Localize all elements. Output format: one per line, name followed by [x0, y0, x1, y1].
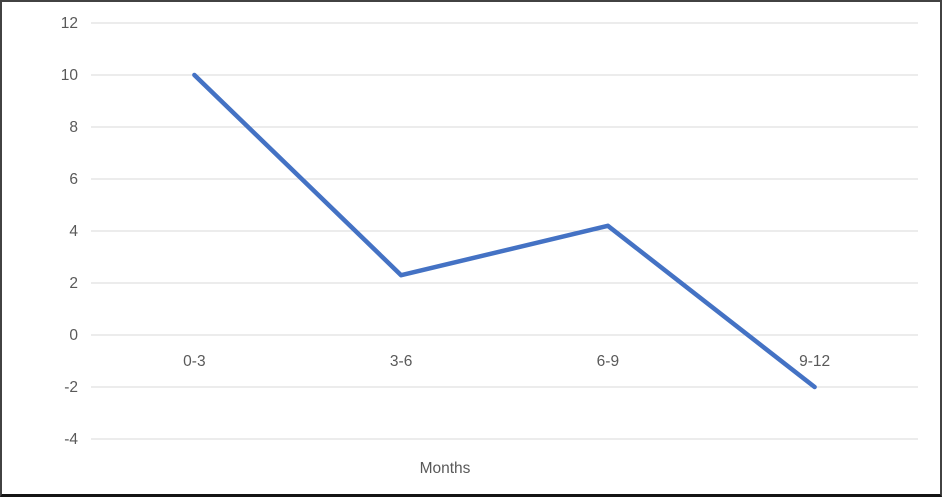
- y-tick-label: 8: [69, 119, 78, 136]
- x-tick-label: 0-3: [183, 353, 205, 370]
- y-axis-tick-labels: 12 10 8 6 4 2 0 -2 -4: [61, 15, 79, 448]
- x-tick-label: 6-9: [597, 353, 619, 370]
- y-tick-label: -4: [64, 431, 78, 448]
- y-tick-label: 6: [69, 171, 78, 188]
- y-tick-label: 2: [69, 275, 78, 292]
- y-tick-label: 4: [69, 223, 78, 240]
- gridlines: [91, 22, 918, 440]
- y-tick-label: 12: [61, 15, 78, 32]
- data-line-series: [192, 72, 817, 390]
- x-tick-label: 3-6: [390, 353, 412, 370]
- x-axis-tick-labels: 0-3 3-6 6-9 9-12: [183, 353, 830, 370]
- y-tick-label: -2: [64, 379, 78, 396]
- y-tick-label: 10: [61, 67, 79, 84]
- x-tick-label: 9-12: [799, 353, 830, 370]
- y-tick-label: 0: [69, 327, 78, 344]
- x-axis-title: Months: [420, 460, 471, 477]
